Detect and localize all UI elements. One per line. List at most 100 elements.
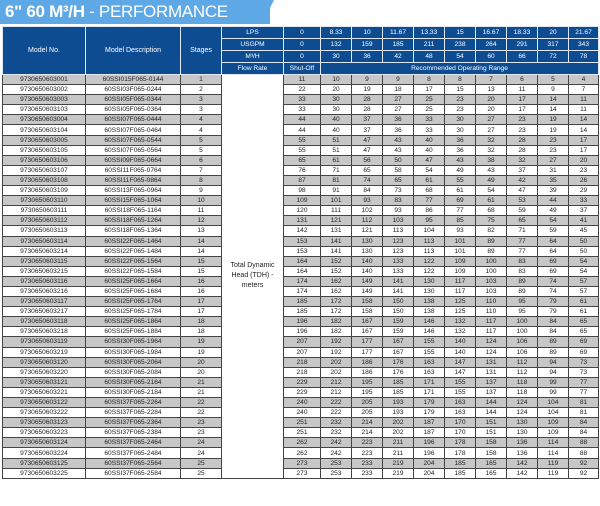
table-row: 9730650603001 60SSI015F065-0144 1 Total Dyn… bbox=[2, 73, 599, 479]
cell-shutoff-head: 196 bbox=[283, 326, 321, 338]
cell-model-no: 9730650603109 bbox=[2, 185, 86, 197]
cell-head: 113 bbox=[382, 225, 414, 237]
header-lps-value: 10 bbox=[351, 26, 383, 39]
cell-head: 51 bbox=[320, 134, 352, 146]
cell-head: 89 bbox=[475, 245, 507, 257]
page-title: 6" 60 M³/H - PERFORMANCE bbox=[5, 2, 228, 22]
tdh-label: Total Dynamic Head (TDH) - meters bbox=[221, 74, 284, 479]
header-m3h-value: 36 bbox=[351, 50, 383, 63]
cell-model-description: 60SSI22F065-1484 bbox=[85, 245, 181, 257]
cell-head: 149 bbox=[351, 275, 383, 287]
header-usgpm-value: 211 bbox=[413, 38, 445, 51]
cell-stages: 21 bbox=[180, 386, 222, 399]
header-lps-label: LPS bbox=[221, 26, 284, 39]
cell-head: 32 bbox=[475, 134, 507, 146]
cell-head: 205 bbox=[351, 407, 383, 419]
cell-head: 253 bbox=[320, 457, 352, 469]
cell-head: 140 bbox=[444, 346, 476, 358]
cell-head: 57 bbox=[568, 275, 599, 287]
cell-head: 30 bbox=[444, 124, 476, 136]
cell-head: 140 bbox=[444, 336, 476, 348]
table-row: 9730650603113 60SSI18F065-1364 13 142 131 121… bbox=[2, 225, 599, 237]
cell-head: 29 bbox=[568, 185, 599, 197]
cell-model-no: 9730650603218 bbox=[2, 326, 86, 338]
cell-head: 43 bbox=[475, 164, 507, 176]
cell-head: 102 bbox=[351, 205, 383, 217]
table-body: 9730650603001 60SSI015F065-0144 1 Total Dyn… bbox=[2, 73, 599, 479]
cell-shutoff-head: 174 bbox=[283, 275, 321, 287]
cell-stages: 20 bbox=[180, 366, 222, 378]
cell-head: 23 bbox=[506, 114, 538, 126]
cell-shutoff-head: 164 bbox=[283, 255, 321, 267]
cell-head: 152 bbox=[320, 255, 352, 267]
cell-head: 50 bbox=[382, 154, 414, 166]
cell-model-no: 9730650603223 bbox=[2, 427, 86, 439]
cell-head: 165 bbox=[475, 457, 507, 469]
cell-model-description: 60SSI37F065-2584 bbox=[85, 467, 181, 479]
header-m3h-value: 60 bbox=[475, 50, 507, 63]
cell-head: 9 bbox=[537, 84, 569, 96]
header-m3h-value: 72 bbox=[537, 50, 569, 63]
cell-head: 20 bbox=[475, 94, 507, 106]
cell-head: 35 bbox=[537, 174, 569, 187]
cell-head: 77 bbox=[506, 245, 538, 257]
cell-head: 9 bbox=[351, 73, 383, 86]
table-row: 9730650603124 60SSI37F065-2464 24 262 242 223… bbox=[2, 437, 599, 449]
cell-head: 233 bbox=[351, 457, 383, 469]
cell-head: 122 bbox=[413, 265, 445, 277]
cell-model-no: 9730650603107 bbox=[2, 164, 86, 176]
cell-head: 61 bbox=[413, 174, 445, 187]
table-row: 9730650603105 60SSI07F065-0564 5 55 51 47 43 40… bbox=[2, 144, 599, 156]
cell-head: 94 bbox=[537, 366, 569, 378]
cell-head: 165 bbox=[475, 467, 507, 479]
cell-head: 176 bbox=[382, 366, 414, 378]
cell-head: 104 bbox=[537, 396, 569, 409]
cell-shutoff-head: 76 bbox=[283, 164, 321, 176]
cell-stages: 15 bbox=[180, 265, 222, 277]
cell-model-no: 9730650603113 bbox=[2, 225, 86, 237]
cell-head: 14 bbox=[537, 94, 569, 106]
cell-head: 89 bbox=[506, 275, 538, 287]
cell-head: 193 bbox=[382, 407, 414, 419]
cell-stages: 4 bbox=[180, 124, 222, 136]
cell-shutoff-head: 98 bbox=[283, 185, 321, 197]
table-row: 9730650603220 60SSI30F065-2084 20 218 202 186… bbox=[2, 366, 599, 378]
cell-shutoff-head: 109 bbox=[283, 195, 321, 207]
cell-head: 23 bbox=[506, 124, 538, 136]
cell-head: 58 bbox=[382, 164, 414, 176]
cell-shutoff-head: 185 bbox=[283, 296, 321, 308]
cell-head: 27 bbox=[537, 154, 569, 166]
cell-stages: 5 bbox=[180, 134, 222, 146]
cell-head: 7 bbox=[568, 84, 599, 96]
cell-stages: 24 bbox=[180, 447, 222, 459]
cell-head: 212 bbox=[320, 376, 352, 388]
cell-head: 37 bbox=[568, 205, 599, 217]
cell-shutoff-head: 218 bbox=[283, 366, 321, 378]
cell-model-no: 9730650603001 bbox=[2, 73, 86, 86]
cell-head: 77 bbox=[506, 235, 538, 247]
cell-model-no: 9730650603003 bbox=[2, 94, 86, 106]
cell-head: 121 bbox=[320, 215, 352, 227]
cell-head: 151 bbox=[475, 417, 507, 429]
header-row-flow-rate: Flow Rate Shut-Off Recommended Operating R… bbox=[3, 62, 599, 75]
cell-head: 28 bbox=[506, 134, 538, 146]
cell-stages: 22 bbox=[180, 407, 222, 419]
cell-head: 73 bbox=[568, 356, 599, 368]
cell-head: 20 bbox=[320, 84, 352, 96]
cell-head: 73 bbox=[382, 185, 414, 197]
cell-head: 50 bbox=[568, 235, 599, 247]
cell-head: 167 bbox=[351, 326, 383, 338]
cell-head: 30 bbox=[444, 114, 476, 126]
cell-shutoff-head: 55 bbox=[283, 134, 321, 146]
cell-head: 79 bbox=[537, 296, 569, 308]
cell-head: 177 bbox=[351, 336, 383, 348]
cell-shutoff-head: 229 bbox=[283, 376, 321, 388]
cell-head: 170 bbox=[444, 427, 476, 439]
cell-head: 28 bbox=[351, 94, 383, 106]
cell-head: 71 bbox=[506, 225, 538, 237]
cell-model-description: 60SSI37F065-2564 bbox=[85, 457, 181, 469]
cell-model-no: 9730650603125 bbox=[2, 457, 86, 469]
table-row: 9730650603109 60SSI13F065-0964 9 98 91 84 73 68… bbox=[2, 185, 599, 197]
cell-model-no: 9730650603221 bbox=[2, 386, 86, 399]
cell-head: 74 bbox=[537, 285, 569, 298]
